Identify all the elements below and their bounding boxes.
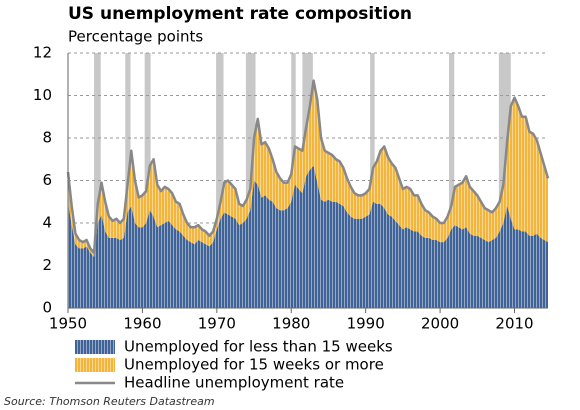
x-tick-label: 2000	[421, 315, 459, 333]
x-tick-label: 1970	[198, 315, 236, 333]
chart-title: US unemployment rate composition	[68, 4, 412, 24]
x-tick-label: 1990	[347, 315, 385, 333]
area	[68, 165, 548, 308]
source: Source: Thomson Reuters Datastream	[4, 395, 215, 408]
y-tick-label: 2	[42, 256, 52, 274]
y-tick-label: 12	[33, 44, 52, 62]
recession-band	[94, 53, 101, 308]
x-tick-label: 2010	[495, 315, 533, 333]
legend-swatch	[75, 358, 115, 372]
y-tick-label: 8	[42, 129, 52, 147]
y-tick-label: 10	[33, 86, 52, 104]
legend-label: Unemployed for less than 15 weeks	[124, 338, 393, 356]
legend-label: Headline unemployment rate	[124, 374, 344, 392]
legend-label: Unemployed for 15 weeks or more	[124, 356, 384, 374]
chart-subtitle: Percentage points	[68, 28, 203, 46]
y-tick-label: 0	[42, 299, 52, 317]
x-tick-label: 1980	[272, 315, 310, 333]
recession-band	[449, 53, 455, 308]
x-tick-label: 1950	[49, 315, 87, 333]
legend-swatch	[75, 340, 115, 354]
line	[66, 79, 550, 254]
x-tick-label: 1960	[123, 315, 161, 333]
y-tick-label: 6	[42, 171, 52, 189]
y-tick-label: 4	[42, 214, 52, 232]
